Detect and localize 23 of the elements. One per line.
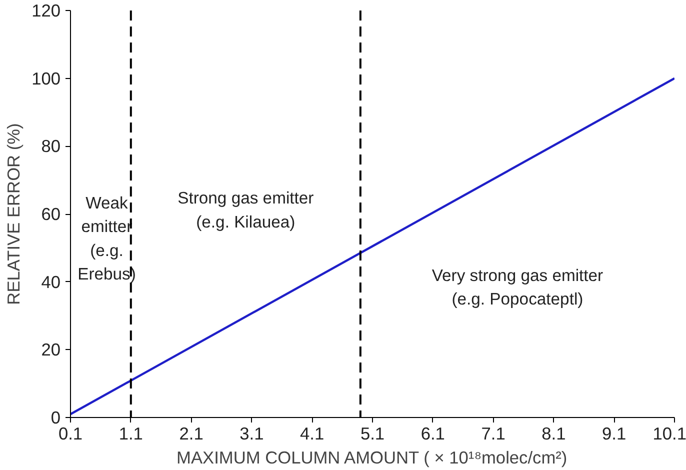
x-tick-label: 5.1 <box>360 424 385 444</box>
x-tick-label: 6.1 <box>420 424 445 444</box>
x-axis-title: MAXIMUM COLUMN AMOUNT ( × 10¹⁸molec/cm²) <box>176 448 568 468</box>
annotation: Weak emitter (e.g. Erebus) <box>78 193 136 284</box>
x-tick-label: 3.1 <box>240 424 264 444</box>
y-tick-label: 80 <box>41 136 61 156</box>
y-tick-label: 20 <box>41 340 61 360</box>
y-tick-label: 40 <box>41 272 61 292</box>
y-tick-label: 100 <box>32 68 61 88</box>
y-tick-label: 60 <box>41 204 61 224</box>
x-tick-label: 7.1 <box>481 424 506 444</box>
x-tick-label: 2.1 <box>179 424 204 444</box>
x-tick-label: 1.1 <box>118 424 143 444</box>
y-axis-title: RELATIVE ERROR (%) <box>4 123 24 305</box>
annotation: Strong gas emitter (e.g. Kilauea) <box>178 188 314 232</box>
x-tick-label: 9.1 <box>602 424 626 444</box>
y-tick-label: 0 <box>50 408 61 428</box>
x-tick-label: 10.1 <box>652 424 686 444</box>
y-tick-label: 120 <box>32 0 61 20</box>
annotation: Very strong gas emitter (e.g. Popocateptl) <box>432 266 604 309</box>
x-tick-label: 8.1 <box>542 424 566 444</box>
x-tick-label: 0.1 <box>58 424 83 444</box>
x-tick-label: 4.1 <box>300 424 324 444</box>
